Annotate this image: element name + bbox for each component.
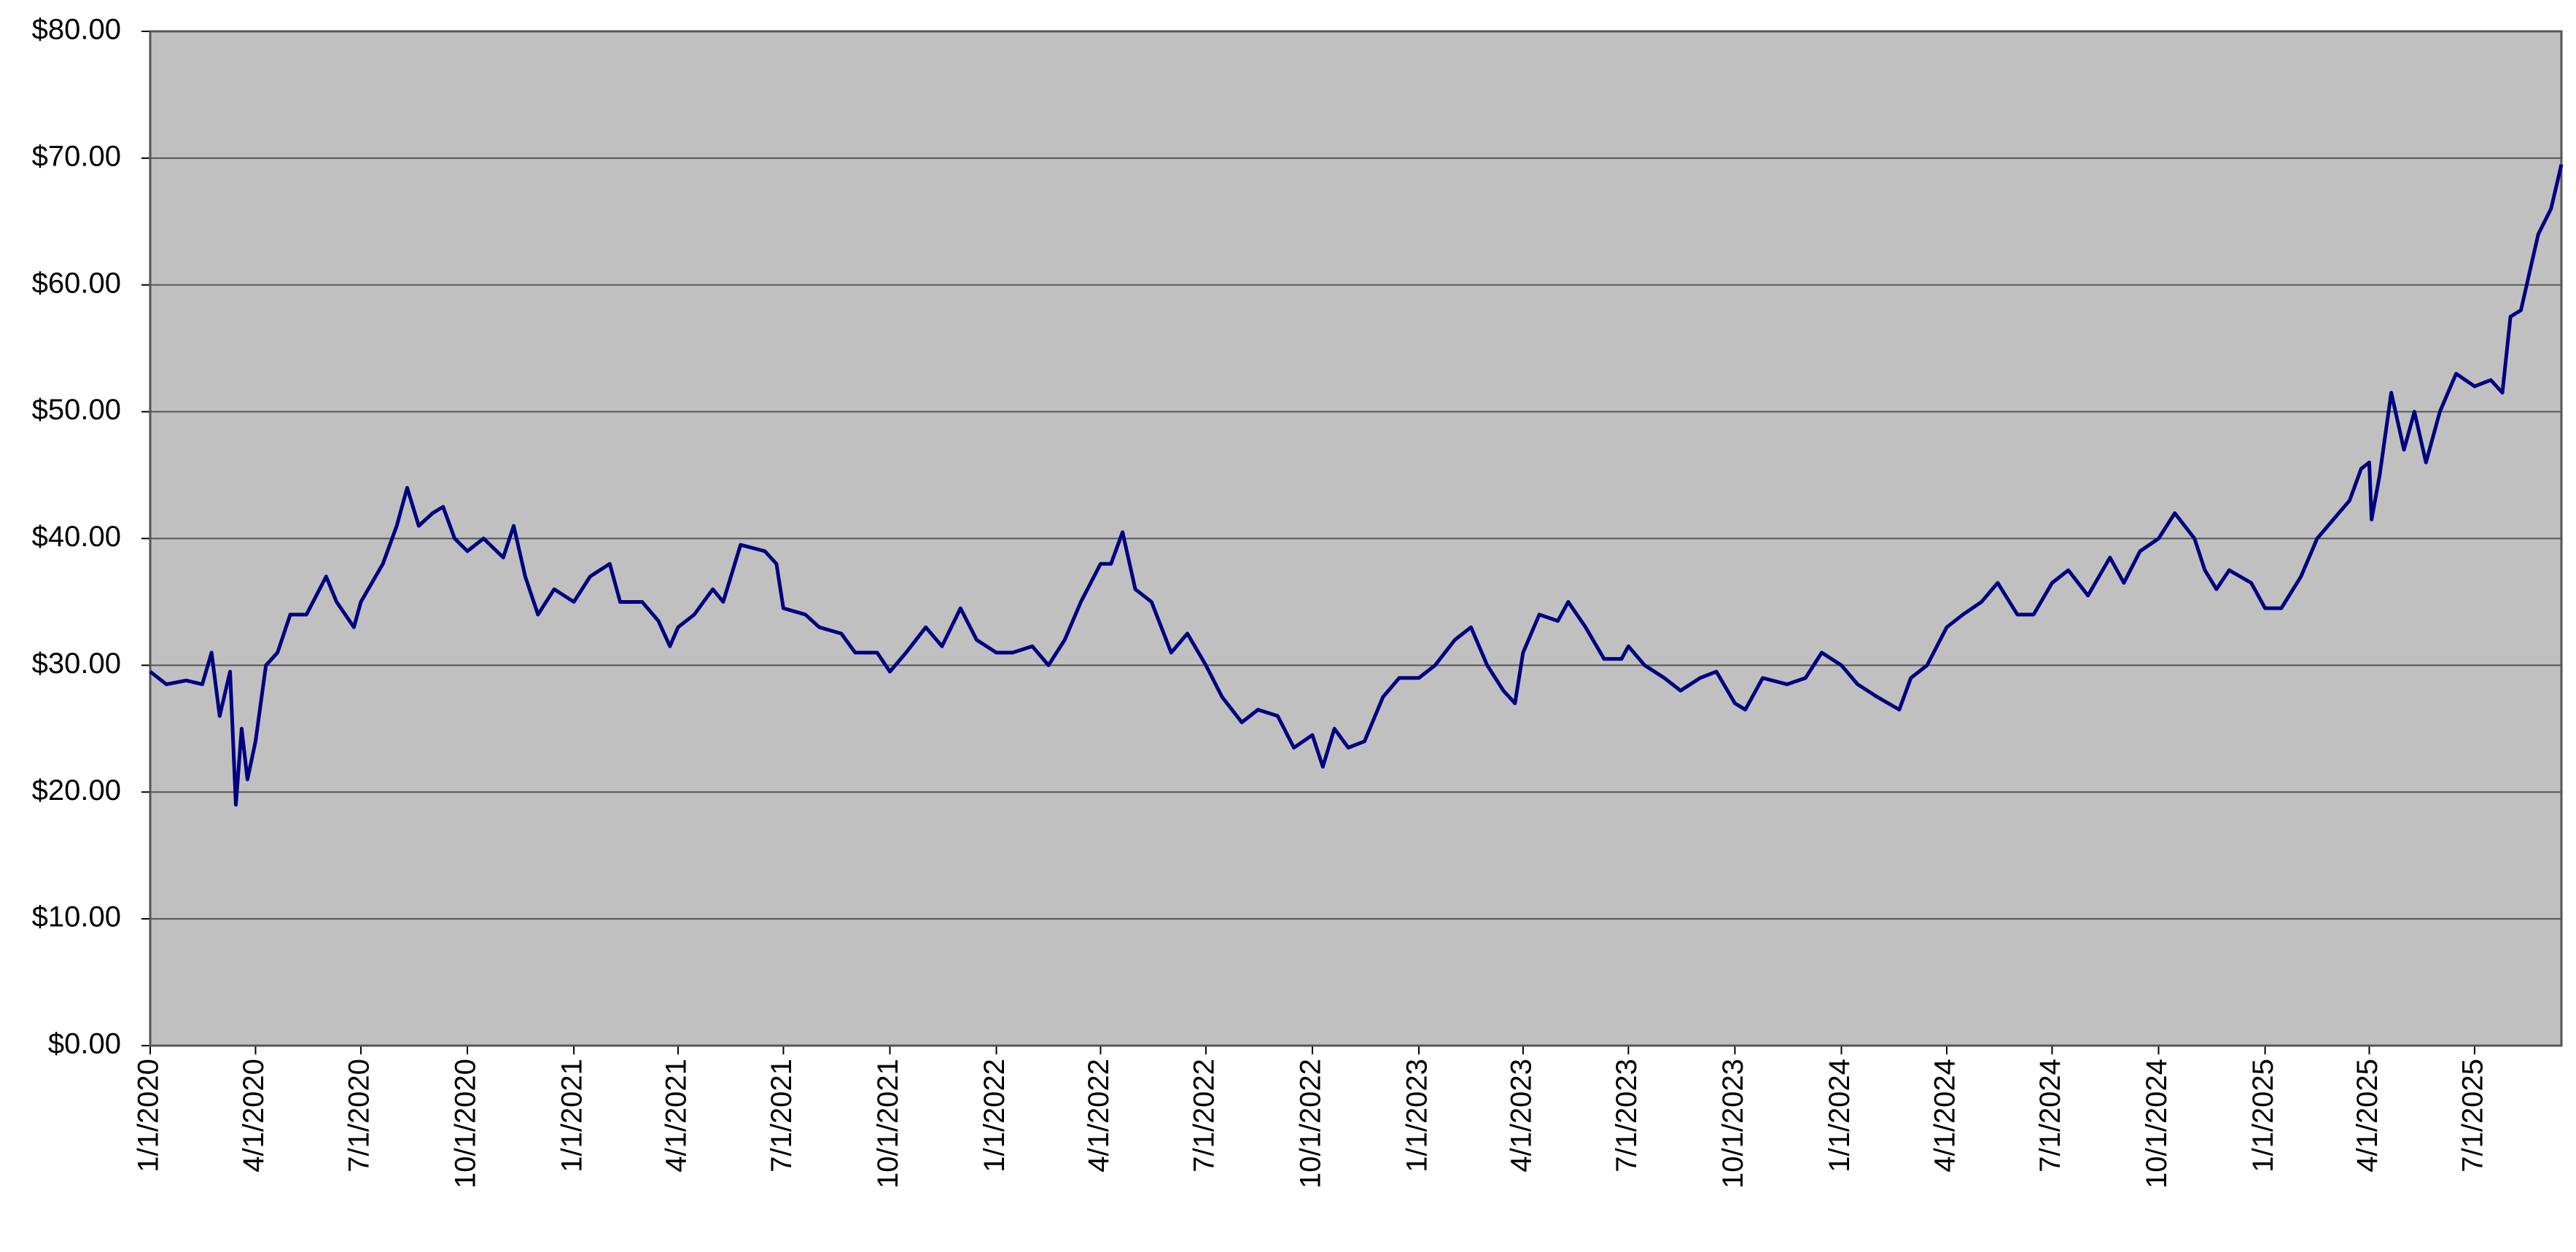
x-tick-label: 1/1/2021 [556, 1059, 588, 1173]
x-tick-label: 1/1/2024 [1824, 1059, 1856, 1173]
x-tick-label: 7/1/2025 [2456, 1059, 2489, 1173]
y-tick-label: $80.00 [32, 14, 121, 46]
y-tick-label: $60.00 [32, 267, 121, 299]
y-tick-label: $0.00 [48, 1028, 121, 1060]
x-tick-label: 1/1/2020 [133, 1059, 165, 1173]
x-tick-label: 1/1/2023 [1401, 1059, 1433, 1173]
x-tick-label: 7/1/2023 [1611, 1059, 1643, 1173]
x-tick-label: 7/1/2024 [2034, 1059, 2066, 1173]
x-tick-label: 10/1/2022 [1295, 1059, 1327, 1189]
x-tick-label: 7/1/2020 [343, 1059, 375, 1173]
x-tick-label: 7/1/2022 [1188, 1059, 1220, 1173]
x-tick-label: 4/1/2023 [1505, 1059, 1537, 1173]
x-tick-label: 1/1/2025 [2247, 1059, 2279, 1173]
y-tick-label: $50.00 [32, 394, 121, 426]
x-tick-label: 10/1/2024 [2141, 1059, 2173, 1189]
x-tick-label: 7/1/2021 [766, 1059, 798, 1173]
plot-border [149, 30, 2563, 1047]
x-tick-label: 4/1/2022 [1083, 1059, 1115, 1173]
x-tick-label: 4/1/2025 [2351, 1059, 2384, 1173]
price-line [149, 163, 2564, 807]
y-tick-label: $20.00 [32, 774, 121, 806]
x-tick-label: 4/1/2021 [661, 1059, 693, 1173]
x-tick-label: 4/1/2020 [238, 1059, 270, 1173]
y-tick-label: $30.00 [32, 648, 121, 680]
x-tick-label: 10/1/2020 [450, 1059, 482, 1189]
y-tick-label: $40.00 [32, 521, 121, 553]
x-tick-label: 4/1/2024 [1929, 1059, 1961, 1173]
x-tick-label: 10/1/2021 [872, 1059, 904, 1189]
y-tick-label: $70.00 [32, 140, 121, 172]
x-tick-label: 1/1/2022 [978, 1059, 1011, 1173]
y-tick-label: $10.00 [32, 901, 121, 933]
x-tick-label: 10/1/2023 [1717, 1059, 1749, 1189]
